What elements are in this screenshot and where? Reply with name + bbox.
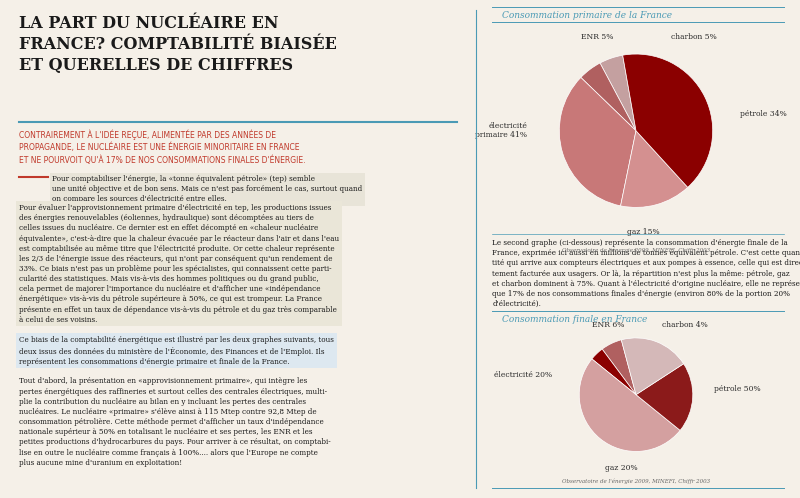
Text: électricité 20%: électricité 20% (494, 371, 552, 379)
Wedge shape (592, 349, 636, 394)
Wedge shape (602, 340, 636, 394)
Wedge shape (622, 54, 713, 187)
Wedge shape (636, 364, 693, 430)
Wedge shape (622, 338, 684, 394)
Text: ENR 6%: ENR 6% (592, 321, 625, 329)
Text: électricité
primaire 41%: électricité primaire 41% (475, 122, 527, 139)
Wedge shape (581, 63, 636, 130)
Text: Consommation finale en France: Consommation finale en France (502, 315, 647, 324)
Wedge shape (579, 359, 680, 451)
Text: Consommation primaire de la France: Consommation primaire de la France (502, 11, 672, 20)
Wedge shape (621, 130, 688, 207)
Text: Pour évaluer l'approvisionnement primaire d'électricité en tep, les productions : Pour évaluer l'approvisionnement primair… (19, 204, 339, 324)
Text: Ce biais de la comptabilité énergétique est illustré par les deux graphes suivan: Ce biais de la comptabilité énergétique … (19, 336, 334, 366)
Text: LA PART DU NUCLÉAIRE EN
FRANCE? COMPTABILITÉ BIAISÉE
ET QUERELLES DE CHIFFRES: LA PART DU NUCLÉAIRE EN FRANCE? COMPTABI… (19, 15, 337, 74)
Text: charbon 5%: charbon 5% (670, 33, 716, 41)
Text: Observatoire de l'énergie 2009, MINEFI, Chiffr 2003: Observatoire de l'énergie 2009, MINEFI, … (562, 479, 710, 484)
Wedge shape (559, 78, 636, 206)
Text: gaz 15%: gaz 15% (627, 228, 660, 236)
Text: Tout d'abord, la présentation en «approvisionnement primaire», qui intègre les
p: Tout d'abord, la présentation en «approv… (19, 377, 330, 467)
Text: ENR 5%: ENR 5% (581, 33, 613, 41)
Text: CONTRAIREMENT À L'IDÉE REÇUE, ALIMENTÉE PAR DES ANNÉES DE
PROPAGANDE, LE NUCLÉAI: CONTRAIREMENT À L'IDÉE REÇUE, ALIMENTÉE … (19, 129, 306, 165)
Text: Pour comptabiliser l'énergie, la «tonne équivalent pétrole» (tep) semble
une uni: Pour comptabiliser l'énergie, la «tonne … (52, 175, 362, 204)
Text: gaz 20%: gaz 20% (606, 465, 638, 473)
Text: charbon 4%: charbon 4% (662, 321, 707, 329)
Text: Le second graphe (ci-dessous) représente la consommation d'énergie finale de la
: Le second graphe (ci-dessous) représente… (492, 239, 800, 308)
Text: pétrole 50%: pétrole 50% (714, 385, 761, 393)
Wedge shape (600, 55, 636, 130)
Text: Observatoire de l'énergie 2009, MINEFI, Chiffr 2003: Observatoire de l'énergie 2009, MINEFI, … (562, 248, 710, 253)
Text: pétrole 34%: pétrole 34% (739, 110, 786, 118)
